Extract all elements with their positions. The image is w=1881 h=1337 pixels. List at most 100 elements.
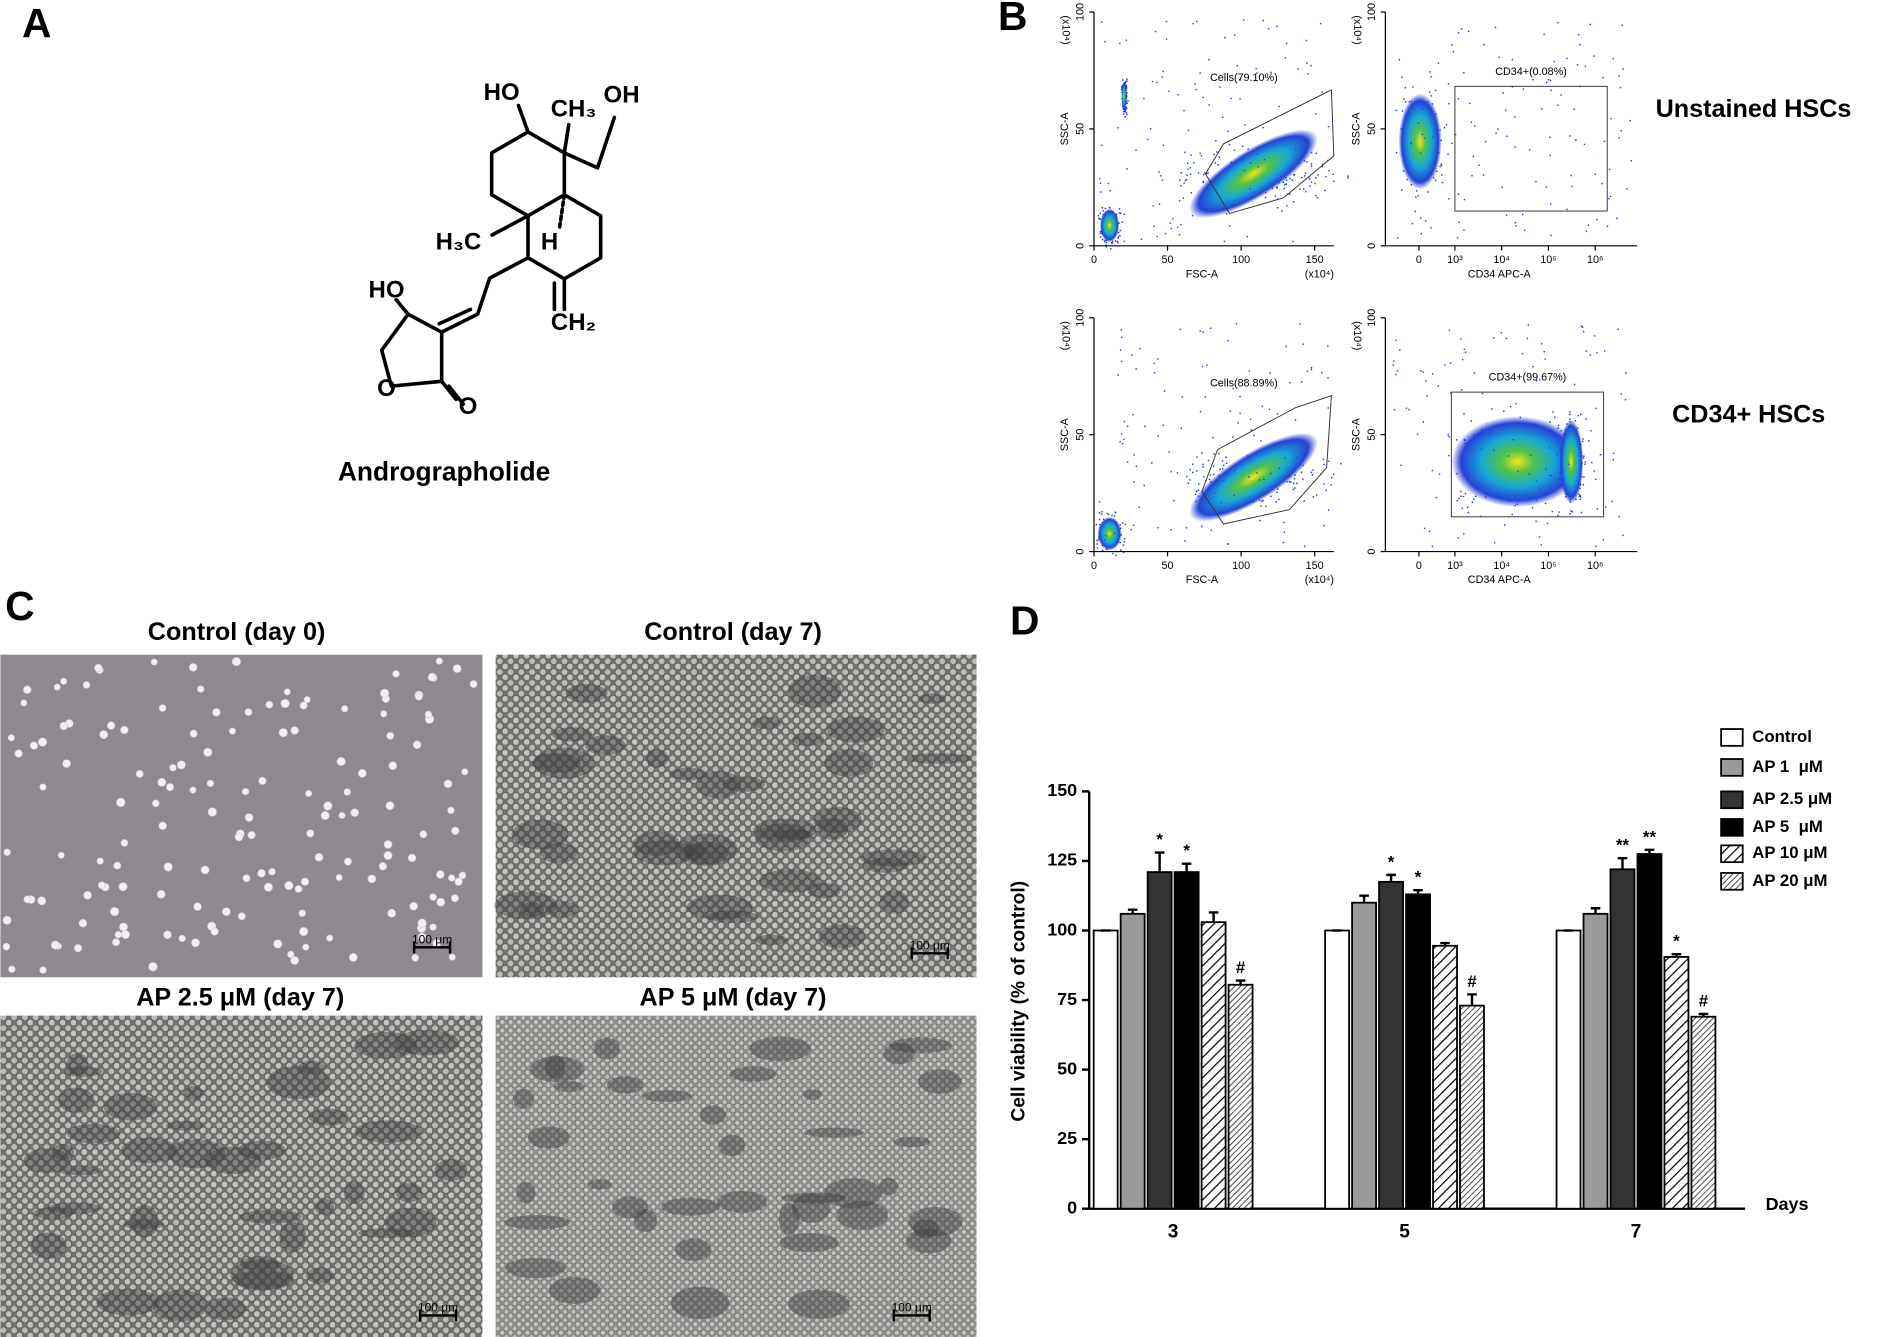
event-dot	[1213, 453, 1215, 455]
event-dot	[1437, 385, 1439, 387]
event-dot	[1153, 225, 1155, 228]
cell	[300, 877, 310, 886]
bar	[1173, 871, 1200, 1210]
event-dot	[1579, 494, 1581, 497]
event-dot	[1179, 328, 1182, 331]
event-dot	[1276, 413, 1279, 415]
event-dot	[1209, 327, 1212, 329]
event-dot	[1510, 405, 1512, 408]
event-dot	[1451, 142, 1453, 145]
event-dot	[1571, 510, 1573, 513]
error-bar	[1181, 862, 1192, 873]
cell	[461, 768, 469, 776]
bond	[516, 103, 530, 134]
event-dot	[1463, 475, 1465, 477]
event-dot	[1274, 195, 1277, 197]
cell	[23, 895, 32, 904]
event-dot	[1314, 182, 1316, 185]
x-tick-label: 10⁶	[1587, 560, 1603, 572]
cell	[265, 700, 274, 709]
y-tick-label: 0	[1075, 243, 1087, 249]
x-tick-label: 10⁴	[1493, 254, 1510, 266]
dark-patch	[670, 1286, 730, 1320]
event-dot	[1612, 57, 1614, 60]
cell	[200, 865, 210, 875]
event-dot	[1196, 20, 1198, 23]
event-dot	[1133, 481, 1135, 483]
event-dot	[1405, 407, 1408, 409]
event-dot	[1187, 129, 1190, 132]
event-dot	[1557, 21, 1559, 24]
event-dot	[1440, 164, 1443, 167]
event-dot	[1253, 434, 1255, 437]
panel-label: C	[5, 583, 34, 629]
y-tick-label: 100	[1366, 309, 1378, 327]
event-dot	[1602, 539, 1605, 541]
event-dot	[1470, 420, 1472, 422]
event-dot	[1294, 487, 1296, 489]
event-dot	[1594, 478, 1597, 481]
scale-bar-label: 100 μm	[910, 938, 950, 952]
event-dot	[1550, 234, 1552, 237]
event-dot	[1441, 181, 1444, 184]
event-dot	[1438, 473, 1441, 475]
event-dot	[1462, 358, 1464, 361]
dark-patch	[883, 1042, 916, 1065]
event-dot	[1309, 185, 1311, 187]
cell	[244, 708, 253, 717]
event-dot	[1104, 539, 1106, 541]
event-dot	[1101, 511, 1103, 513]
event-dot	[1111, 242, 1113, 245]
cell	[178, 934, 186, 942]
event-dot	[1119, 524, 1121, 526]
event-dot	[1506, 135, 1508, 138]
event-dot	[1321, 371, 1323, 374]
event-dot	[1157, 435, 1159, 437]
dark-patch	[778, 1202, 800, 1235]
cell	[109, 906, 120, 917]
cell	[163, 930, 172, 940]
y-axis-label: SSC-A	[1350, 112, 1362, 146]
event-dot	[1304, 545, 1306, 548]
event-dot	[1464, 475, 1466, 477]
row-label: CD34+ HSCs	[1672, 401, 1825, 429]
event-dot	[1123, 240, 1125, 243]
event-dot	[1229, 410, 1232, 412]
event-dot	[1502, 92, 1504, 94]
event-dot	[1395, 373, 1397, 376]
event-dot	[1176, 472, 1179, 474]
event-dot	[1584, 463, 1586, 465]
cell	[287, 950, 295, 959]
cell	[273, 939, 283, 949]
event-dot	[1125, 39, 1128, 41]
significance: #	[1236, 958, 1246, 977]
y-multiplier: (x10⁴)	[1059, 321, 1071, 350]
event-dot	[1528, 473, 1530, 475]
event-dot	[1321, 91, 1324, 93]
cell	[407, 853, 417, 863]
cell	[191, 938, 200, 948]
event-dot	[1583, 455, 1585, 457]
ring	[526, 193, 603, 281]
event-dot	[1424, 220, 1427, 222]
cell	[417, 932, 427, 942]
event-dot	[1176, 226, 1179, 229]
event-dot	[1108, 513, 1110, 516]
event-dot	[1489, 433, 1491, 435]
event-dot	[1421, 133, 1424, 136]
event-dot	[1223, 464, 1225, 467]
x-tick-label: 150	[1306, 254, 1324, 266]
x-axis-label: CD34 APC-A	[1468, 574, 1532, 586]
dark-patch	[862, 857, 909, 873]
cell	[50, 940, 60, 950]
y-tick-label: 100	[1075, 3, 1087, 21]
event-dot	[1194, 493, 1197, 496]
event-dot	[1327, 407, 1329, 409]
event-dot	[1585, 230, 1588, 232]
event-dot	[1505, 109, 1507, 112]
event-dot	[1575, 139, 1577, 141]
event-dot	[1293, 200, 1295, 203]
event-dot	[1447, 153, 1449, 155]
event-dot	[1289, 177, 1291, 180]
micrograph-title: AP 2.5 μM (day 7)	[136, 984, 344, 1012]
